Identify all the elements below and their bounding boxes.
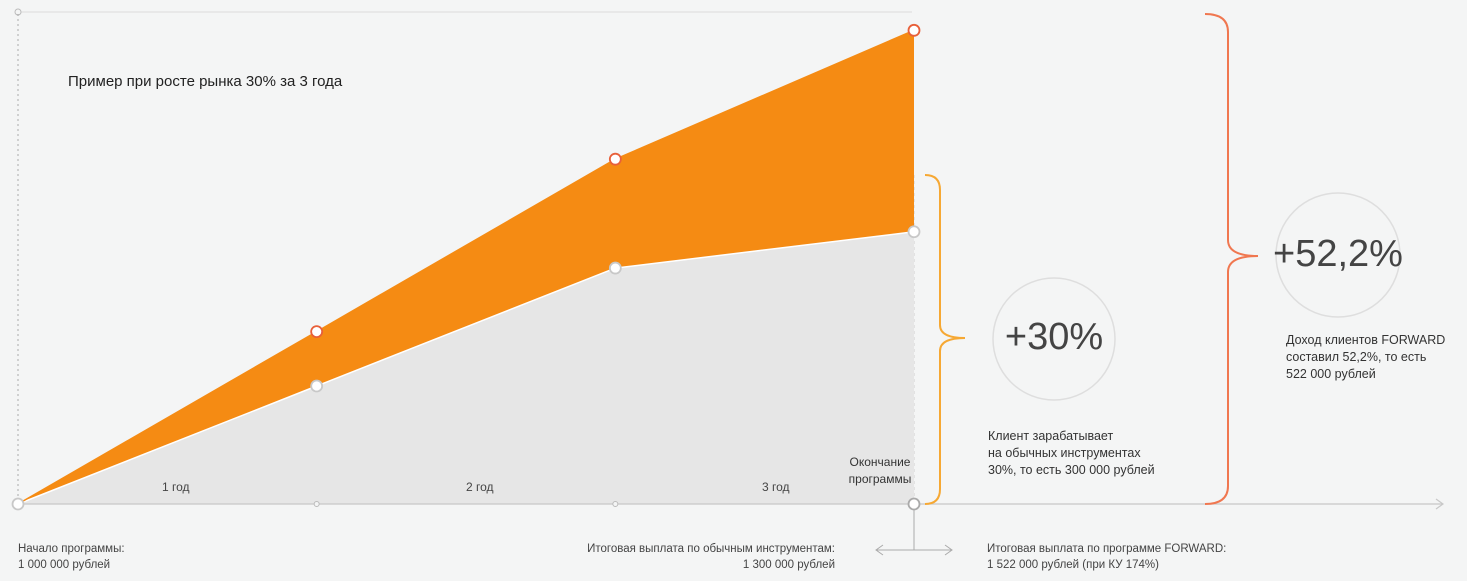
- year-label-3: 3 год: [762, 480, 790, 494]
- footer-ordinary-total: Итоговая выплата по обычным инструментам…: [520, 541, 835, 573]
- footer-forward-amount: 1 522 000 рублей (при КУ 174%): [987, 559, 1159, 571]
- ordinary-point-1: [310, 379, 324, 393]
- ordinary-note-line-3: 30%, то есть 300 000 рублей: [988, 463, 1155, 477]
- ordinary-bracket: [924, 174, 966, 505]
- forward-point-2: [608, 152, 622, 166]
- ordinary-pct-value: +30%: [1004, 316, 1104, 358]
- start-point: [11, 497, 25, 511]
- forward-pct-circle: [1275, 192, 1401, 318]
- forward-point-1: [310, 325, 324, 338]
- forward-note-line-2: составил 52,2%, то есть: [1286, 350, 1427, 364]
- ordinary-point-2: [608, 261, 622, 275]
- footer-start-amount: 1 000 000 рублей: [18, 559, 111, 571]
- double-arrow-left-head: [875, 544, 884, 556]
- x-tick-2: [612, 501, 619, 507]
- footer-ordinary-amount: 1 300 000 рублей: [742, 559, 835, 571]
- chart-title: Пример при росте рынка 30% за 3 года: [68, 73, 343, 90]
- forward-bracket: [1204, 13, 1259, 505]
- ordinary-note-line-1: Клиент зарабатывает: [988, 429, 1114, 443]
- forward-point-3: [907, 23, 921, 37]
- forward-note: Доход клиентов FORWARD составил 52,2%, т…: [1286, 332, 1445, 383]
- footer-start: Начало программы: 1 000 000 рублей: [18, 541, 125, 573]
- program-end-label: Окончание программы: [848, 455, 912, 486]
- forward-line: [17, 29, 915, 505]
- ordinary-note-line-2: на обычных инструментах: [988, 446, 1141, 460]
- ordinary-line: [17, 231, 915, 505]
- forward-note-line-1: Доход клиентов FORWARD: [1286, 333, 1446, 347]
- footer-forward-total: Итоговая выплата по программе FORWARD: 1…: [987, 541, 1226, 573]
- x-axis-arrow: [1435, 498, 1445, 510]
- year-label-1: 1 год: [162, 480, 190, 494]
- ordinary-area: [18, 231, 914, 505]
- footer-forward-label: Итоговая выплата по программе FORWARD:: [987, 543, 1227, 555]
- end-point: [907, 497, 921, 511]
- forward-gain-area: [18, 30, 914, 505]
- year-label-2: 2 год: [466, 480, 494, 494]
- ordinary-note: Клиент зарабатывает на обычных инструмен…: [988, 428, 1155, 479]
- x-tick-1: [313, 501, 320, 507]
- ordinary-pct-circle: [992, 277, 1116, 401]
- forward-note-line-3: 522 000 рублей: [1286, 367, 1376, 381]
- footer-ordinary-label: Итоговая выплата по обычным инструментам…: [587, 543, 835, 555]
- forward-pct-value: +52,2%: [1273, 233, 1403, 275]
- footer-start-label: Начало программы:: [18, 543, 125, 555]
- ordinary-point-3: [907, 225, 921, 239]
- double-arrow-right-head: [944, 544, 953, 556]
